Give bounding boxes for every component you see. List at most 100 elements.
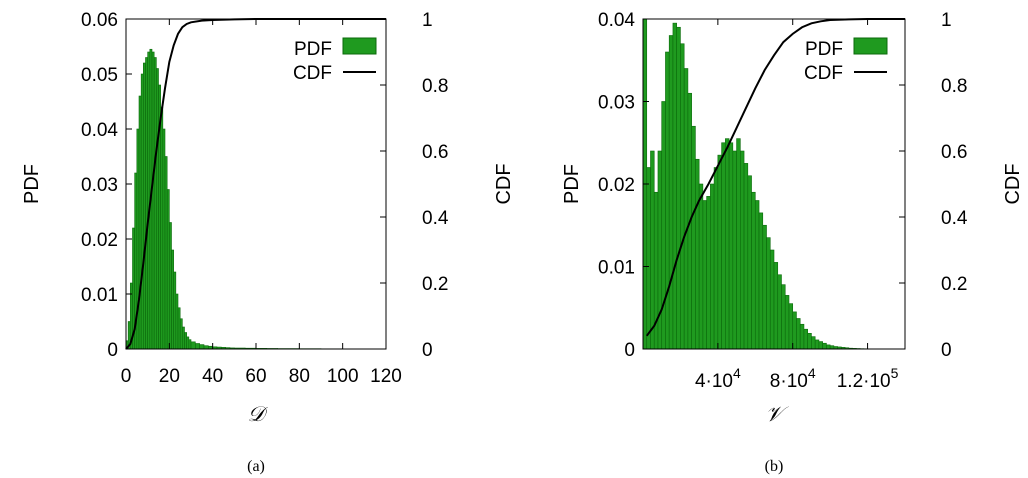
pdf-bar	[175, 293, 179, 350]
y-tick-label: 0.02	[81, 230, 118, 251]
x-tick-label: 1.2·105	[837, 365, 899, 392]
pdf-bar	[173, 271, 177, 350]
pdf-bar	[164, 156, 168, 350]
y2label-b: CDF	[1002, 163, 1024, 204]
pdf-bar	[807, 333, 812, 350]
cdf-line-b	[645, 18, 905, 337]
pdf-bar	[713, 167, 719, 350]
pdf-bar	[796, 318, 801, 350]
x-tick-label: 80	[289, 366, 310, 387]
pdf-bar	[799, 323, 805, 350]
pdf-bar	[657, 150, 663, 350]
pdf-bar	[195, 343, 200, 350]
pdf-bar	[138, 95, 142, 350]
pdf-bar	[784, 295, 790, 350]
pdf-bar	[650, 150, 655, 350]
pdf-bar	[169, 222, 172, 350]
y2-tick-label: 0.6	[422, 142, 448, 163]
pdf-bars-b	[642, 18, 883, 350]
pdf-bar	[766, 237, 771, 350]
y2-tick-label: 1	[941, 10, 952, 31]
caption-a: (a)	[247, 458, 265, 475]
pdf-bar	[162, 128, 166, 350]
pdf-bar	[773, 262, 779, 350]
y2-tick-label: 0	[941, 340, 952, 361]
x-tick-label: 0	[121, 366, 132, 387]
y-tick-label: 0.03	[81, 175, 118, 196]
pdf-bar	[184, 332, 187, 350]
pdf-bar	[758, 212, 764, 350]
pdf-bar	[151, 51, 155, 350]
legend-pdf-swatch-a	[342, 37, 377, 55]
pdf-bar	[803, 328, 808, 350]
pdf-bar	[762, 224, 767, 350]
pdf-bar	[661, 101, 666, 350]
pdf-bar	[668, 35, 674, 350]
pdf-bar	[702, 200, 707, 350]
y2-tick-label: 0	[422, 340, 433, 361]
pdf-bar	[740, 150, 745, 350]
legend-a: PDF CDF	[293, 37, 377, 84]
y-tick-label: 0.01	[81, 285, 118, 306]
y2-tick-label: 1	[422, 10, 433, 31]
x-tick-label: 60	[245, 366, 266, 387]
x-tick-label: 100	[327, 366, 359, 387]
pdf-bar	[781, 284, 786, 350]
pdf-bar	[153, 57, 157, 350]
pdf-bar	[747, 175, 752, 350]
pdf-bar	[826, 344, 831, 350]
caption-b: (b)	[765, 458, 784, 475]
pdf-bar	[145, 57, 148, 350]
legend-pdf-swatch-b	[853, 37, 888, 55]
pdf-bar	[732, 150, 737, 350]
ylabel-a: PDF	[21, 164, 43, 204]
x-tick-label: 120	[370, 366, 402, 387]
pdf-bar	[140, 73, 144, 350]
pdf-bar	[728, 142, 734, 350]
pdf-bars-a	[125, 48, 365, 350]
y-tick-label: 0	[107, 340, 118, 361]
pdf-bar	[736, 138, 741, 350]
legend-pdf-label-b: PDF	[805, 39, 843, 60]
y2label-a: CDF	[493, 163, 515, 204]
pdf-bar	[811, 336, 816, 350]
pdf-bar	[676, 26, 681, 350]
pdf-bar	[721, 142, 726, 350]
pdf-bar	[695, 158, 700, 350]
y-tick-label: 0.03	[598, 93, 635, 114]
y-tick-label: 0	[624, 340, 635, 361]
pdf-bar	[751, 191, 756, 350]
y2-tick-label: 0.4	[422, 208, 449, 229]
pdf-bar	[179, 318, 183, 350]
legend-b: PDF CDF	[804, 37, 888, 84]
pdf-bar	[754, 200, 760, 350]
legend-pdf-label-a: PDF	[294, 39, 332, 60]
pdf-bar	[725, 138, 730, 350]
y2-tick-label: 0.6	[941, 142, 967, 163]
x-tick-label: 4·104	[695, 365, 741, 392]
y2-ticks-b: 0 0.2 0.4 0.6 0.8 1	[899, 10, 968, 361]
pdf-bar	[665, 51, 670, 350]
pdf-bar	[156, 68, 159, 350]
chart-panel-a: 0 20 40 60 80 100 120 0 0.01 0.02 0.03 0.04 0.05 0.0…	[21, 10, 515, 475]
pdf-bar	[788, 303, 794, 350]
y2-ticks-a: 0 0.2 0.4 0.6 0.8 1	[380, 10, 449, 361]
pdf-bar	[683, 68, 689, 350]
pdf-bar	[171, 249, 174, 350]
xlabel-a: 𝒟	[248, 402, 269, 426]
y-ticks-b: 0 0.01 0.02 0.03 0.04	[598, 10, 649, 361]
pdf-bar	[186, 336, 190, 350]
ylabel-b: PDF	[561, 164, 583, 204]
y-ticks-a: 0 0.01 0.02 0.03 0.04 0.05 0.06	[81, 10, 132, 361]
y2-tick-label: 0.4	[941, 208, 968, 229]
pdf-bar	[717, 154, 722, 350]
pdf-bar	[777, 274, 782, 350]
pdf-bar	[177, 307, 181, 350]
y2-tick-label: 0.2	[422, 274, 448, 295]
pdf-bar	[166, 189, 170, 350]
pdf-bar	[698, 183, 704, 350]
pdf-bar	[199, 344, 205, 350]
chart-panel-b: 4·104 8·104 1.2·105 0 0.01 0.02 0.03 0.04 0 0.2…	[561, 10, 1024, 475]
y-tick-label: 0.02	[598, 175, 635, 196]
